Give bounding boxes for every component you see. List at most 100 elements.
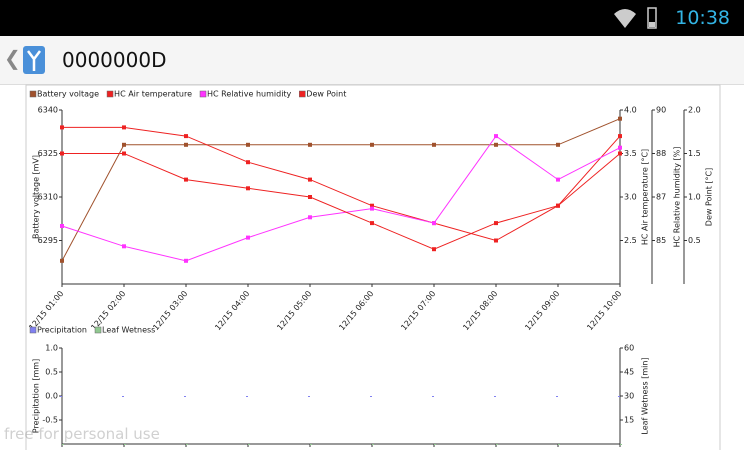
bar (432, 396, 434, 397)
axis-title: HC Relative humidity [%] (673, 147, 682, 248)
bar (308, 396, 310, 397)
bar (62, 444, 64, 445)
y-tick-label: 30 (624, 392, 634, 401)
bar (558, 444, 560, 445)
series-line (61, 118, 621, 262)
bar (248, 444, 250, 445)
series-line (61, 135, 621, 262)
bar (310, 444, 312, 445)
legend-label: Dew Point (306, 90, 346, 99)
marker (246, 142, 250, 147)
axis-title: Precipitation [mm] (32, 359, 41, 433)
axis-title: HC Air temperature [°C] (641, 149, 650, 245)
marker (370, 142, 374, 147)
marker (122, 151, 126, 156)
marker (556, 142, 560, 147)
y-tick-label: 3.0 (624, 193, 637, 202)
marker (308, 142, 312, 147)
y-tick-label: 4.0 (624, 106, 637, 115)
bar (434, 444, 436, 445)
y-tick-label: 90 (656, 106, 666, 115)
y-tick-label: 60 (624, 344, 634, 353)
marker (618, 145, 622, 150)
marker (184, 134, 188, 139)
marker (370, 221, 374, 226)
y-tick-label: -0.5 (42, 416, 58, 425)
y-tick-label: 1.0 (688, 193, 701, 202)
marker (370, 203, 374, 208)
marker (494, 221, 498, 226)
marker (60, 151, 64, 156)
marker (184, 142, 188, 147)
marker (432, 247, 436, 252)
back-chevron[interactable]: ❮ (4, 46, 21, 70)
bar (370, 396, 372, 397)
bar (124, 444, 126, 445)
marker (432, 142, 436, 147)
marker (308, 195, 312, 199)
chart-frame (25, 84, 721, 450)
bar (60, 396, 62, 397)
marker (618, 151, 622, 156)
y-tick-label: 0.5 (45, 368, 58, 377)
status-bar: 10:38 (0, 0, 744, 36)
app-bar: ❮ 0000000D (0, 36, 744, 85)
y-tick-label: 2.0 (688, 106, 701, 115)
bar (186, 444, 188, 445)
marker (122, 142, 126, 147)
y-tick-label: 3.5 (624, 149, 637, 158)
marker (184, 258, 188, 263)
app-icon[interactable] (20, 43, 48, 77)
watermark: free for personal use (4, 425, 160, 443)
marker (246, 160, 250, 165)
marker (494, 142, 498, 147)
y-tick-label: 6325 (38, 149, 58, 158)
axis-title: Dew Point [°C] (705, 168, 714, 226)
charts: 6295 6310 6325 6340 Battery voltage [mV] 2.5 3… (25, 84, 721, 450)
axis-title: Battery voltage [mV] (32, 155, 41, 239)
y-tick-label: 2.5 (624, 236, 637, 245)
marker (556, 177, 560, 182)
marker (370, 206, 374, 211)
y-tick-label: 0.0 (45, 392, 58, 401)
legend-swatch (199, 90, 207, 98)
legend-swatch (29, 90, 37, 98)
bar (618, 396, 620, 397)
bar (494, 396, 496, 397)
legend-swatch (299, 90, 306, 98)
marker (60, 125, 64, 130)
y-tick-label: 6340 (38, 106, 58, 115)
status-icons (614, 7, 657, 29)
legend-label: Battery voltage (37, 90, 99, 99)
legend-label: HC Air temperature (114, 90, 192, 99)
bar (372, 444, 374, 445)
legend-swatch (106, 90, 114, 98)
y-tick-label: 0.5 (688, 236, 701, 245)
legend-label: HC Relative humidity (207, 90, 292, 99)
y-tick-label: 6310 (38, 193, 58, 202)
bar (556, 396, 558, 397)
series-line (62, 153, 621, 250)
marker (122, 244, 126, 249)
marker (308, 215, 312, 220)
marker (308, 177, 312, 182)
marker (618, 134, 622, 139)
y-tick-label: 6295 (38, 236, 58, 245)
marker (122, 125, 126, 130)
legend-label: Leaf Wetness (102, 326, 155, 335)
marker (246, 235, 250, 240)
y-tick-label: 45 (624, 368, 634, 377)
bar (496, 444, 498, 445)
marker (246, 186, 250, 191)
bar (246, 396, 248, 397)
legend-swatch (29, 326, 37, 334)
marker (432, 221, 436, 226)
y-tick-label: 85 (656, 236, 666, 245)
y-tick-label: 15 (624, 416, 634, 425)
marker (618, 116, 622, 121)
bar (184, 396, 186, 397)
y-tick-label: 87 (656, 193, 666, 202)
marker (60, 258, 64, 263)
series-line (62, 126, 621, 242)
